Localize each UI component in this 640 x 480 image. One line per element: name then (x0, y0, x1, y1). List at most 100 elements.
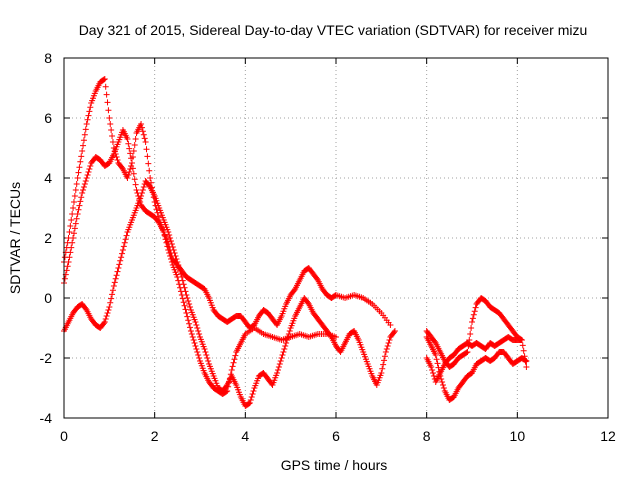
data-point-marker (193, 322, 200, 328)
data-point-marker (120, 243, 127, 250)
data-point-marker (67, 249, 74, 256)
x-axis-label: GPS time / hours (281, 457, 388, 473)
data-point-marker (439, 379, 446, 385)
data-point-marker (187, 304, 194, 310)
data-point-marker (382, 349, 389, 355)
data-point-marker (182, 288, 189, 295)
data-point-marker (109, 287, 116, 294)
data-point-marker (381, 357, 388, 364)
data-point-marker (276, 361, 283, 367)
data-point-marker (184, 313, 191, 320)
data-point-marker (103, 91, 110, 98)
data-point-marker (130, 170, 137, 177)
data-point-marker (387, 322, 394, 328)
data-point-marker (106, 115, 113, 121)
data-point-marker (203, 352, 210, 358)
data-point-marker (168, 241, 175, 247)
y-tick-label: 4 (44, 170, 52, 186)
data-point-marker (73, 181, 80, 187)
data-point-marker (177, 268, 184, 274)
data-point-marker (430, 373, 437, 379)
data-point-marker (77, 158, 84, 165)
data-point-marker (274, 367, 281, 373)
data-point-marker (282, 343, 289, 349)
data-point-marker (180, 299, 187, 306)
data-point-marker (131, 142, 138, 148)
data-point-marker (379, 365, 386, 372)
data-point-marker (144, 153, 151, 160)
data-point-marker (84, 116, 91, 123)
data-point-marker (286, 328, 293, 334)
data-point-marker (138, 124, 145, 131)
data-point-marker (186, 320, 193, 327)
data-point-marker (185, 298, 192, 304)
series-track-b (61, 127, 394, 331)
data-point-marker (139, 128, 146, 135)
series-track-d (423, 334, 530, 403)
data-point-marker (85, 112, 92, 119)
data-point-marker (105, 107, 112, 114)
data-point-marker (189, 334, 196, 340)
data-point-marker (169, 244, 176, 250)
data-point-marker (138, 121, 145, 127)
data-point-marker (391, 328, 398, 334)
data-point-marker (115, 265, 122, 271)
data-point-marker (105, 307, 112, 313)
series-track-c (61, 178, 398, 409)
data-point-marker (185, 317, 192, 324)
data-point-marker (102, 316, 109, 322)
data-point-marker (183, 292, 190, 298)
data-point-marker (281, 346, 288, 352)
data-point-marker (107, 299, 114, 306)
data-point-marker (139, 187, 146, 193)
data-point-marker (518, 337, 525, 343)
data-point-marker (66, 254, 73, 261)
series-track-a (61, 76, 339, 397)
data-point-marker (283, 340, 290, 346)
data-point-marker (127, 150, 134, 157)
data-point-marker (126, 169, 133, 175)
data-point-marker (70, 230, 77, 237)
data-point-marker (174, 259, 181, 265)
data-point-marker (249, 391, 256, 397)
data-point-marker (187, 324, 194, 331)
data-point-marker (280, 349, 287, 355)
data-point-marker (177, 271, 184, 277)
data-point-marker (167, 238, 174, 244)
data-point-marker (391, 329, 398, 336)
data-point-marker (172, 253, 179, 259)
data-point-marker (523, 358, 530, 364)
data-point-marker (87, 104, 94, 111)
data-point-marker (61, 275, 68, 282)
data-point-marker (247, 397, 254, 403)
y-tick-label: -2 (40, 350, 53, 366)
data-point-marker (119, 250, 126, 257)
series-track-e (423, 334, 525, 385)
data-point-marker (86, 108, 93, 115)
x-tick-label: 2 (151, 428, 159, 444)
data-point-marker (108, 295, 115, 302)
data-point-marker (190, 337, 197, 343)
data-point-marker (440, 385, 447, 391)
data-point-marker (64, 263, 71, 270)
data-point-marker (68, 217, 75, 223)
x-tick-label: 10 (510, 428, 526, 444)
data-point-marker (138, 190, 145, 196)
data-point-marker (285, 331, 292, 337)
x-tick-label: 6 (332, 428, 340, 444)
data-point-marker (180, 281, 187, 288)
data-point-marker (383, 346, 390, 352)
data-point-marker (519, 342, 526, 349)
data-point-marker (124, 175, 131, 181)
data-point-marker (196, 331, 203, 337)
data-point-marker (69, 211, 76, 217)
data-point-marker (116, 261, 123, 268)
data-point-marker (109, 139, 116, 145)
data-point-marker (83, 121, 90, 127)
data-point-marker (472, 304, 479, 311)
data-point-marker (85, 169, 92, 175)
data-point-marker (245, 400, 252, 407)
data-point-marker (380, 361, 387, 368)
data-point-marker (118, 254, 125, 261)
data-point-marker (186, 301, 193, 307)
